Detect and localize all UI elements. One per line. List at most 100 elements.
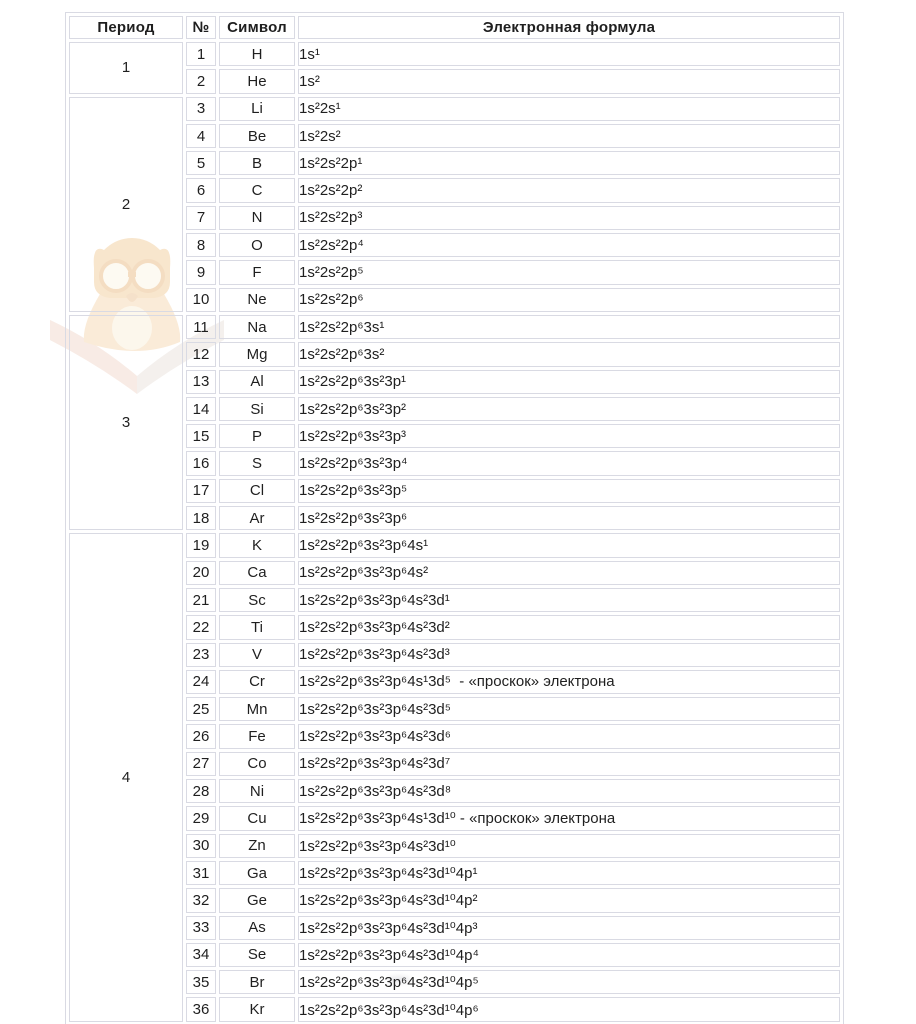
table-row: 30 Zn 1s²2s²2p⁶3s²3p⁶4s²3d¹⁰ [69,833,840,858]
electron-formula-cell: 1s²2s²2p³ [298,205,840,231]
element-number-cell: 1 [186,42,216,67]
element-symbol-cell: P [219,424,295,449]
electron-formula-cell: 1s²2s²2p⁶3s²3p⁶4s²3d¹⁰4p⁵ [298,970,840,995]
element-number-cell: 26 [186,724,216,749]
electron-formula-cell: 1s²2s²2p⁶3s²3p⁶4s²3d¹⁰4p⁶ [298,997,840,1022]
electron-formula-cell: 1s²2s²2p⁶3s²3p⁶ [298,506,840,531]
electron-formula-cell: 1s²2s²2p⁶3s²3p⁶4s²3d⁷ [298,751,840,777]
header-symbol: Символ [219,16,295,39]
electron-formula-cell: 1s²2s²2p⁶3s²3p⁶4s¹3d⁵ - «проскок» электр… [298,669,840,695]
table-row: 21 Sc 1s²2s²2p⁶3s²3p⁶4s²3d¹ [69,587,840,613]
element-number-cell: 22 [186,615,216,640]
electron-formula-cell: 1s²2s²2p⁶3s²3p⁶4s² [298,560,840,585]
table-row: 18 Ar 1s²2s²2p⁶3s²3p⁶ [69,506,840,531]
electron-formula-cell: 1s²2s²2p⁶3s²3p⁶4s²3d¹⁰4p¹ [298,860,840,886]
table-row: 28 Ni 1s²2s²2p⁶3s²3p⁶4s²3d⁸ [69,779,840,804]
electron-formula-cell: 1s²2s²2p⁵ [298,260,840,285]
electron-formula-cell: 1s²2s²2p⁶3s²3p³ [298,424,840,449]
table-row: 7 N 1s²2s²2p³ [69,205,840,231]
element-number-cell: 5 [186,151,216,176]
element-number-cell: 29 [186,806,216,831]
electron-formula-cell: 1s¹ [298,42,840,67]
element-number-cell: 20 [186,560,216,585]
electron-formula-cell: 1s²2s²2p⁶3s¹ [298,314,840,340]
element-symbol-cell: Si [219,396,295,422]
element-symbol-cell: V [219,642,295,667]
table-row: 27 Co 1s²2s²2p⁶3s²3p⁶4s²3d⁷ [69,751,840,777]
table-body: 1 1 H 1s¹ 2 He 1s² 2 3 Li 1s²2s¹ 4 Be 1s²2s² 5 B 1s²2s²2… [69,42,840,1022]
electron-formula-cell: 1s²2s²2p⁶3s²3p⁶4s¹ [298,533,840,558]
table-row: 33 As 1s²2s²2p⁶3s²3p⁶4s²3d¹⁰4p³ [69,915,840,940]
element-symbol-cell: Be [219,123,295,149]
electron-formula-cell: 1s²2s²2p⁶ [298,287,840,312]
element-number-cell: 23 [186,642,216,667]
element-number-cell: 17 [186,478,216,504]
table-row: 4 19 K 1s²2s²2p⁶3s²3p⁶4s¹ [69,533,840,1022]
element-symbol-cell: Cu [219,806,295,831]
element-number-cell: 8 [186,233,216,258]
element-number-cell: 36 [186,997,216,1022]
element-number-cell: 3 [186,96,216,121]
electron-formula-cell: 1s²2s²2p⁶3s²3p⁶4s²3d¹⁰4p³ [298,915,840,940]
element-number-cell: 16 [186,451,216,476]
table-row: 14 Si 1s²2s²2p⁶3s²3p² [69,396,840,422]
table-row: 24 Cr 1s²2s²2p⁶3s²3p⁶4s¹3d⁵ - «проскок» эл… [69,669,840,695]
element-number-cell: 35 [186,970,216,995]
header-period: Период [69,16,183,39]
electron-formula-cell: 1s²2s²2p⁶3s²3p⁶4s²3d¹⁰4p² [298,888,840,913]
element-symbol-cell: Mg [219,342,295,367]
element-symbol-cell: Li [219,96,295,121]
element-number-cell: 10 [186,287,216,312]
element-number-cell: 31 [186,860,216,886]
electron-formula-cell: 1s²2s¹ [298,96,840,121]
element-symbol-cell: Ni [219,779,295,804]
element-symbol-cell: Ge [219,888,295,913]
table-row: 34 Se 1s²2s²2p⁶3s²3p⁶4s²3d¹⁰4p⁴ [69,942,840,968]
electron-formula-cell: 1s²2s²2p⁶3s²3p⁶4s²3d¹⁰ [298,833,840,858]
electron-formula-cell: 1s²2s²2p⁶3s²3p⁶4s²3d⁵ [298,697,840,722]
element-symbol-cell: Sc [219,587,295,613]
element-number-cell: 21 [186,587,216,613]
period-cell: 4 [69,533,183,1022]
element-symbol-cell: Al [219,369,295,394]
element-number-cell: 24 [186,669,216,695]
element-number-cell: 11 [186,314,216,340]
electron-formula-cell: 1s²2s²2p⁶3s²3p⁶4s²3d⁶ [298,724,840,749]
element-symbol-cell: He [219,69,295,94]
table-row: 2 3 Li 1s²2s¹ [69,96,840,312]
electron-formula-cell: 1s²2s²2p¹ [298,151,840,176]
electron-formula-cell: 1s²2s²2p⁶3s² [298,342,840,367]
header-number: № [186,16,216,39]
table-row: 17 Cl 1s²2s²2p⁶3s²3p⁵ [69,478,840,504]
table-row: 9 F 1s²2s²2p⁵ [69,260,840,285]
element-number-cell: 13 [186,369,216,394]
table-row: 2 He 1s² [69,69,840,94]
electron-formula-cell: 1s²2s²2p⁴ [298,233,840,258]
header-row: Период № Символ Электронная формула [69,16,840,39]
element-symbol-cell: Kr [219,997,295,1022]
electron-formula-cell: 1s²2s²2p⁶3s²3p⁵ [298,478,840,504]
table-row: 6 C 1s²2s²2p² [69,178,840,203]
period-cell: 3 [69,314,183,531]
electron-formula-cell: 1s²2s²2p⁶3s²3p² [298,396,840,422]
element-symbol-cell: Na [219,314,295,340]
element-symbol-cell: Zn [219,833,295,858]
table-row: 10 Ne 1s²2s²2p⁶ [69,287,840,312]
table-row: 3 11 Na 1s²2s²2p⁶3s¹ [69,314,840,531]
element-symbol-cell: C [219,178,295,203]
element-number-cell: 34 [186,942,216,968]
element-symbol-cell: Ca [219,560,295,585]
element-number-cell: 30 [186,833,216,858]
element-symbol-cell: O [219,233,295,258]
table-row: 4 Be 1s²2s² [69,123,840,149]
table-row: 13 Al 1s²2s²2p⁶3s²3p¹ [69,369,840,394]
electron-formula-cell: 1s²2s²2p² [298,178,840,203]
element-symbol-cell: F [219,260,295,285]
element-number-cell: 14 [186,396,216,422]
table-row: 25 Mn 1s²2s²2p⁶3s²3p⁶4s²3d⁵ [69,697,840,722]
table-row: 32 Ge 1s²2s²2p⁶3s²3p⁶4s²3d¹⁰4p² [69,888,840,913]
element-number-cell: 18 [186,506,216,531]
table-row: 26 Fe 1s²2s²2p⁶3s²3p⁶4s²3d⁶ [69,724,840,749]
table-row: 8 O 1s²2s²2p⁴ [69,233,840,258]
